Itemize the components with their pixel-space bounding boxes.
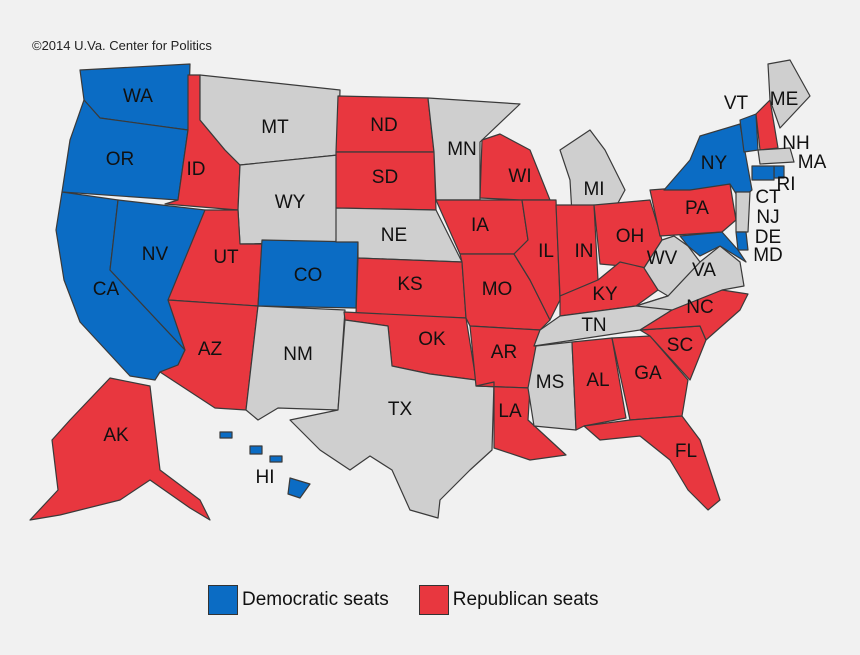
state-label-wi: WI (508, 166, 531, 187)
state-ms[interactable] (527, 341, 577, 431)
credit-line: ©2014 U.Va. Center for Politics (32, 38, 212, 53)
state-label-mo: MO (482, 279, 513, 300)
legend-item-democratic: Democratic seats (208, 585, 389, 615)
state-label-ny: NY (701, 153, 728, 174)
state-md[interactable] (679, 231, 747, 263)
state-label-wy: WY (275, 192, 306, 213)
state-me[interactable] (767, 59, 811, 129)
legend-swatch-republican (418, 585, 449, 615)
state-label-in: IN (575, 241, 594, 262)
state-ct[interactable] (751, 165, 775, 181)
state-nm[interactable] (245, 305, 346, 421)
state-ak[interactable] (29, 377, 211, 521)
state-label-nh: NH (782, 133, 809, 154)
state-label-ar: AR (491, 342, 517, 363)
state-label-nm: NM (283, 344, 313, 365)
state-label-de: DE (755, 227, 781, 248)
state-label-wv: WV (647, 248, 678, 269)
state-label-hi: HI (256, 467, 275, 488)
state-vt[interactable] (739, 113, 759, 153)
state-label-ia: IA (471, 215, 489, 236)
state-nh[interactable] (755, 99, 779, 151)
state-label-nj: NJ (756, 207, 779, 228)
state-label-la: LA (498, 401, 522, 422)
state-ma[interactable] (757, 147, 795, 165)
state-ny[interactable] (663, 123, 753, 201)
legend-swatch-democratic (208, 585, 238, 615)
state-label-wa: WA (123, 86, 153, 107)
state-label-md: MD (753, 245, 783, 266)
state-label-ut: UT (213, 247, 239, 268)
state-ga[interactable] (611, 335, 689, 421)
legend-item-republican: Republican seats (418, 585, 599, 615)
state-tx[interactable] (289, 319, 495, 519)
legend-label-republican: Republican seats (452, 589, 599, 610)
state-label-il: IL (538, 241, 554, 262)
state-label-nc: NC (686, 297, 713, 318)
state-label-sc: SC (667, 335, 693, 356)
state-label-me: ME (770, 89, 799, 110)
state-label-tx: TX (388, 399, 413, 420)
state-label-ok: OK (418, 329, 446, 350)
state-shapes (29, 59, 811, 521)
state-label-ms: MS (536, 372, 565, 393)
state-label-ks: KS (397, 274, 422, 295)
state-label-ct: CT (755, 187, 781, 208)
state-label-vt: VT (724, 93, 749, 114)
state-label-nd: ND (370, 115, 397, 136)
state-wv[interactable] (643, 235, 701, 297)
state-label-va: VA (692, 260, 716, 281)
state-label-ca: CA (93, 279, 120, 300)
state-hi[interactable] (219, 431, 311, 499)
state-label-az: AZ (198, 339, 223, 360)
state-label-fl: FL (675, 441, 697, 462)
state-label-id: ID (187, 159, 206, 180)
state-al[interactable] (571, 337, 627, 431)
state-label-mt: MT (261, 117, 289, 138)
state-label-ga: GA (634, 363, 662, 384)
state-fl[interactable] (583, 415, 721, 511)
state-label-ma: MA (798, 152, 827, 173)
state-label-ak: AK (103, 425, 129, 446)
state-label-oh: OH (616, 226, 645, 247)
state-label-al: AL (586, 370, 609, 391)
state-label-ri: RI (777, 174, 796, 195)
state-label-nv: NV (142, 244, 169, 265)
state-label-mn: MN (447, 139, 477, 160)
state-label-or: OR (106, 149, 135, 170)
state-labels: WA OR CA NV ID MT WY UT AZ CO NM ND SD NE KS OK TX MN IA MO… (93, 86, 827, 488)
state-nj[interactable] (735, 191, 751, 233)
state-de[interactable] (735, 231, 749, 251)
state-label-pa: PA (685, 198, 709, 219)
state-label-mi: MI (583, 179, 604, 200)
state-label-co: CO (294, 265, 323, 286)
state-label-ne: NE (381, 225, 407, 246)
legend-label-democratic: Democratic seats (242, 589, 389, 610)
state-label-ky: KY (592, 284, 618, 305)
state-label-sd: SD (372, 167, 398, 188)
state-label-tn: TN (581, 315, 606, 336)
legend: Democratic seats Republican seats (208, 585, 629, 615)
state-mi[interactable] (559, 129, 626, 215)
